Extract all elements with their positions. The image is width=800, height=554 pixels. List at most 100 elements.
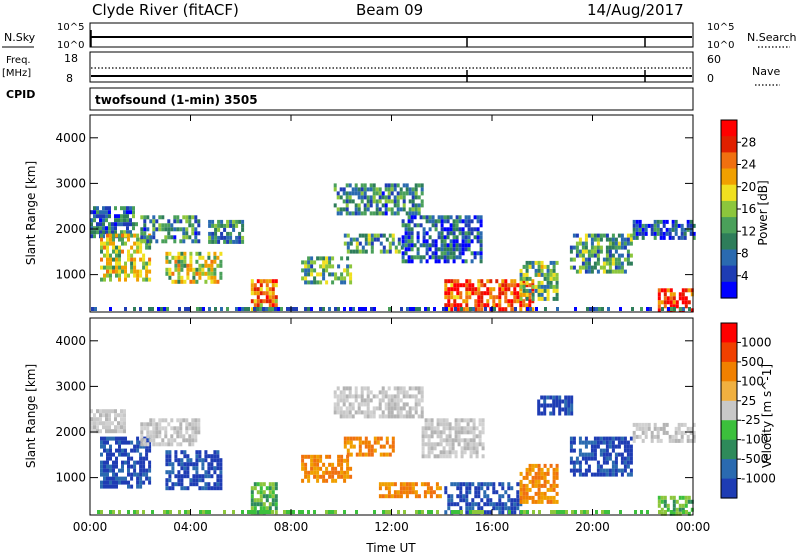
heatmap-cell [360,398,364,403]
heatmap-cell [351,191,355,196]
heatmap-cell [414,211,418,216]
heatmap-cell [238,307,241,311]
heatmap-cell [653,422,657,427]
heatmap-cell [617,241,621,246]
heatmap-cell [629,456,633,461]
heatmap-cell [677,223,681,228]
heatmap-cell [363,402,367,407]
heatmap-cell [192,271,196,276]
heatmap-cell [118,253,121,258]
heatmap-cell [304,470,308,475]
heatmap-cell [460,454,464,459]
heatmap-cell [525,487,529,492]
heatmap-cell [452,239,456,244]
heatmap-cell [690,499,694,504]
heatmap-cell [657,495,661,500]
heatmap-cell [423,482,427,487]
heatmap-cell [102,218,105,223]
heatmap-cell [414,386,418,391]
heatmap-cell [340,474,344,479]
heatmap-cell [148,241,152,246]
heatmap-cell [443,235,447,240]
heatmap-cell [611,253,615,258]
heatmap-cell [213,486,217,491]
heatmap-cell [235,239,239,244]
heatmap-cell [161,426,165,431]
heatmap-cell [214,239,218,244]
heatmap-cell [420,406,424,411]
heatmap-cell [117,429,120,434]
heatmap-cell [201,486,205,491]
heatmap-cell [146,434,150,439]
heatmap-cell [336,398,340,403]
heatmap-cell [135,222,138,227]
heatmap-cell [198,486,202,491]
heatmap-cell [130,245,134,250]
heatmap-cell [543,403,547,408]
heatmap-cell [370,448,374,453]
heatmap-cell [170,438,174,443]
heatmap-cell [596,472,600,477]
heatmap-cell [424,418,428,423]
heatmap-cell [674,227,678,232]
heatmap-cell [179,418,183,423]
heatmap-cell [97,510,100,514]
heatmap-cell [675,511,679,516]
heatmap-cell [569,460,573,465]
heatmap-cell [522,272,526,277]
heatmap-cell [450,287,454,292]
heatmap-cell [213,482,217,487]
heatmap-cell [191,223,195,228]
heatmap-cell [531,463,535,468]
heatmap-cell [130,261,134,266]
heatmap-cell [449,243,453,248]
heatmap-cell [390,207,394,212]
heatmap-cell [602,468,606,473]
heatmap-cell [555,403,559,408]
heatmap-cell [434,259,438,264]
heatmap-cell [498,295,502,300]
heatmap-cell [142,468,146,473]
heatmap-cell [358,249,362,254]
heatmap-cell [112,468,115,473]
heatmap-cell [424,422,428,427]
heatmap-cell [379,452,383,457]
heatmap-cell [360,183,364,188]
heatmap-cell [564,395,568,400]
heatmap-cell [635,223,639,228]
heatmap-region [632,422,696,443]
nsearch-tick-bottom: 10^0 [707,40,734,51]
heatmap-cell [593,237,597,242]
heatmap-cell [183,474,187,479]
heatmap-cell [268,482,272,487]
heatmap-cell [590,241,594,246]
heatmap-cell [463,430,467,435]
heatmap-cell [464,247,468,252]
heatmap-cell [168,275,172,280]
heatmap-cell [382,452,386,457]
heatmap-cell [115,269,118,274]
heatmap-cell [123,210,126,215]
colorbar-tick-label: 12 [741,224,756,238]
heatmap-cell [459,303,463,308]
heatmap-cell [549,483,553,488]
heatmap-cell [180,458,184,463]
heatmap-cell [152,438,156,443]
heatmap-cell [117,222,120,227]
heatmap-cell [480,295,484,300]
heatmap-cell [115,480,118,485]
heatmap-cell [525,471,529,476]
heatmap-cell [390,402,394,407]
heatmap-cell [543,407,547,412]
heatmap-cell [611,269,615,274]
heatmap-cell [678,296,682,301]
heatmap-cell [108,206,111,211]
heatmap-cell [476,251,480,256]
heatmap-cell [486,279,490,284]
heatmap-cell [360,394,364,399]
heatmap-cell [262,502,266,507]
heatmap-cell [146,215,150,220]
heatmap-cell [188,223,192,228]
heatmap-cell [458,255,462,260]
heatmap-cell [132,206,135,211]
